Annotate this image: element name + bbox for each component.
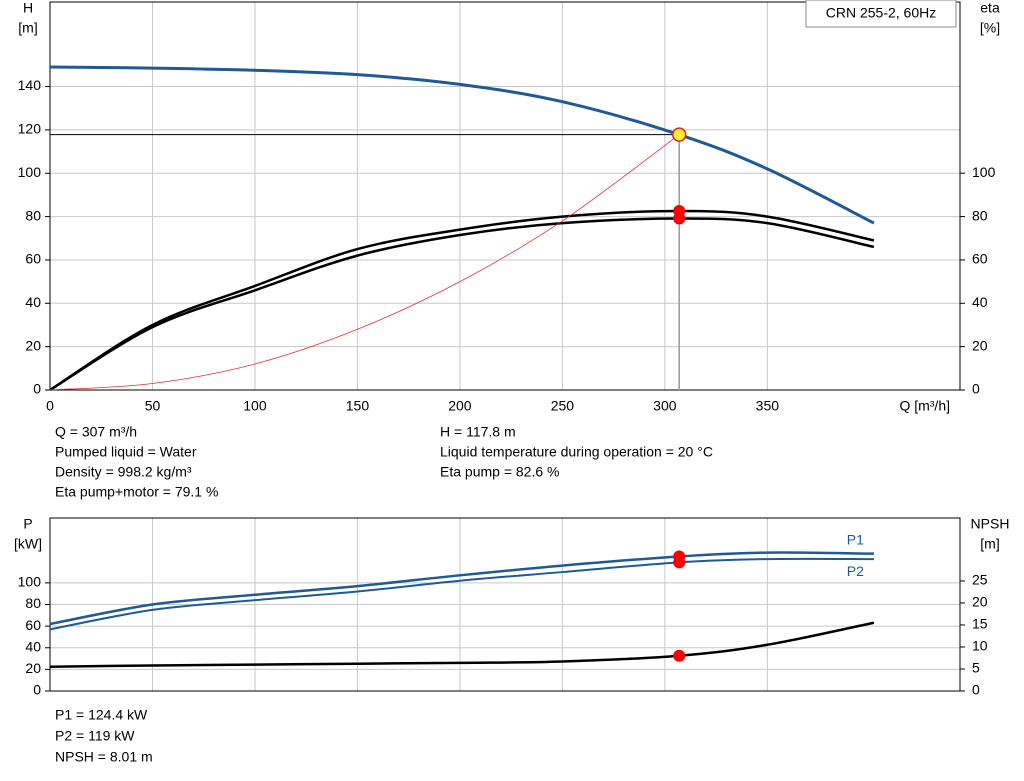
y-tick-label: 0 (33, 682, 41, 698)
y-axis-label: [kW] (14, 536, 42, 552)
x-tick-label: 200 (448, 398, 472, 414)
series-line (49, 557, 874, 631)
y2-tick-label: 100 (972, 164, 996, 180)
y2-axis-label: NPSH (971, 516, 1010, 532)
y2-tick-label: 20 (972, 594, 988, 610)
info-text: Eta pump = 82.6 % (440, 464, 559, 480)
info-text: Q = 307 m³/h (55, 424, 137, 440)
operating-marker (673, 649, 686, 662)
x-tick-label: 0 (46, 398, 54, 414)
x-tick-label: 300 (653, 398, 677, 414)
legend-label: P2 (847, 563, 864, 579)
y-axis-label: [m] (18, 20, 37, 36)
y-tick-label: 100 (18, 164, 42, 180)
operating-marker (673, 212, 686, 225)
x-tick-label: 50 (145, 398, 161, 414)
y2-axis-label: eta (980, 0, 1000, 16)
series-line (49, 209, 875, 392)
info-text: Density = 998.2 kg/m³ (55, 464, 192, 480)
y-tick-label: 0 (33, 381, 41, 397)
plot-frame (49, 1, 961, 391)
y2-tick-label: 20 (972, 337, 988, 353)
info-text: NPSH = 8.01 m (55, 749, 153, 765)
info-text: P1 = 124.4 kW (55, 707, 148, 723)
series-line (49, 65, 875, 225)
y2-tick-label: 80 (972, 207, 988, 223)
y-tick-label: 80 (25, 207, 41, 223)
y-tick-label: 120 (18, 121, 42, 137)
y2-axis-label: [m] (980, 536, 999, 552)
info-text: H = 117.8 m (440, 424, 516, 440)
x-tick-label: 100 (243, 398, 267, 414)
y-axis-label: H (23, 0, 33, 16)
x-tick-label: 250 (551, 398, 575, 414)
y2-tick-label: 10 (972, 638, 988, 654)
info-text: Liquid temperature during operation = 20… (440, 444, 713, 460)
series-line (49, 551, 874, 626)
y-tick-label: 80 (25, 595, 41, 611)
plot-area (50, 2, 960, 390)
model-box (805, 0, 957, 28)
y-tick-label: 100 (18, 574, 42, 590)
info-text: P2 = 119 kW (55, 728, 135, 744)
y-axis-label: P (23, 516, 32, 532)
x-axis-label: Q [m³/h] (899, 398, 950, 414)
y2-tick-label: 60 (972, 251, 988, 267)
y2-axis-label: [%] (980, 20, 1000, 36)
y-tick-label: 140 (18, 77, 42, 93)
x-tick-label: 150 (346, 398, 370, 414)
y2-tick-label: 15 (972, 616, 988, 632)
y-tick-label: 60 (25, 617, 41, 633)
legend-label: P1 (847, 531, 864, 547)
y-tick-label: 20 (25, 337, 41, 353)
info-text: Eta pump+motor = 79.1 % (55, 484, 218, 500)
info-text: Pumped liquid = Water (55, 444, 197, 460)
y-tick-label: 60 (25, 251, 41, 267)
y2-tick-label: 0 (972, 682, 980, 698)
y2-tick-label: 0 (972, 381, 980, 397)
y-tick-label: 20 (25, 660, 41, 676)
plot-frame (49, 517, 961, 692)
model-label: CRN 255-2, 60Hz (826, 5, 937, 21)
operating-point (671, 127, 687, 142)
series-line (49, 217, 875, 392)
y-tick-label: 40 (25, 294, 41, 310)
operating-marker (673, 556, 686, 569)
series-line (49, 134, 680, 391)
y2-tick-label: 5 (972, 660, 980, 676)
y2-tick-label: 40 (972, 294, 988, 310)
y-tick-label: 40 (25, 638, 41, 654)
x-tick-label: 350 (756, 398, 780, 414)
y2-tick-label: 25 (972, 572, 988, 588)
series-line (49, 621, 875, 669)
